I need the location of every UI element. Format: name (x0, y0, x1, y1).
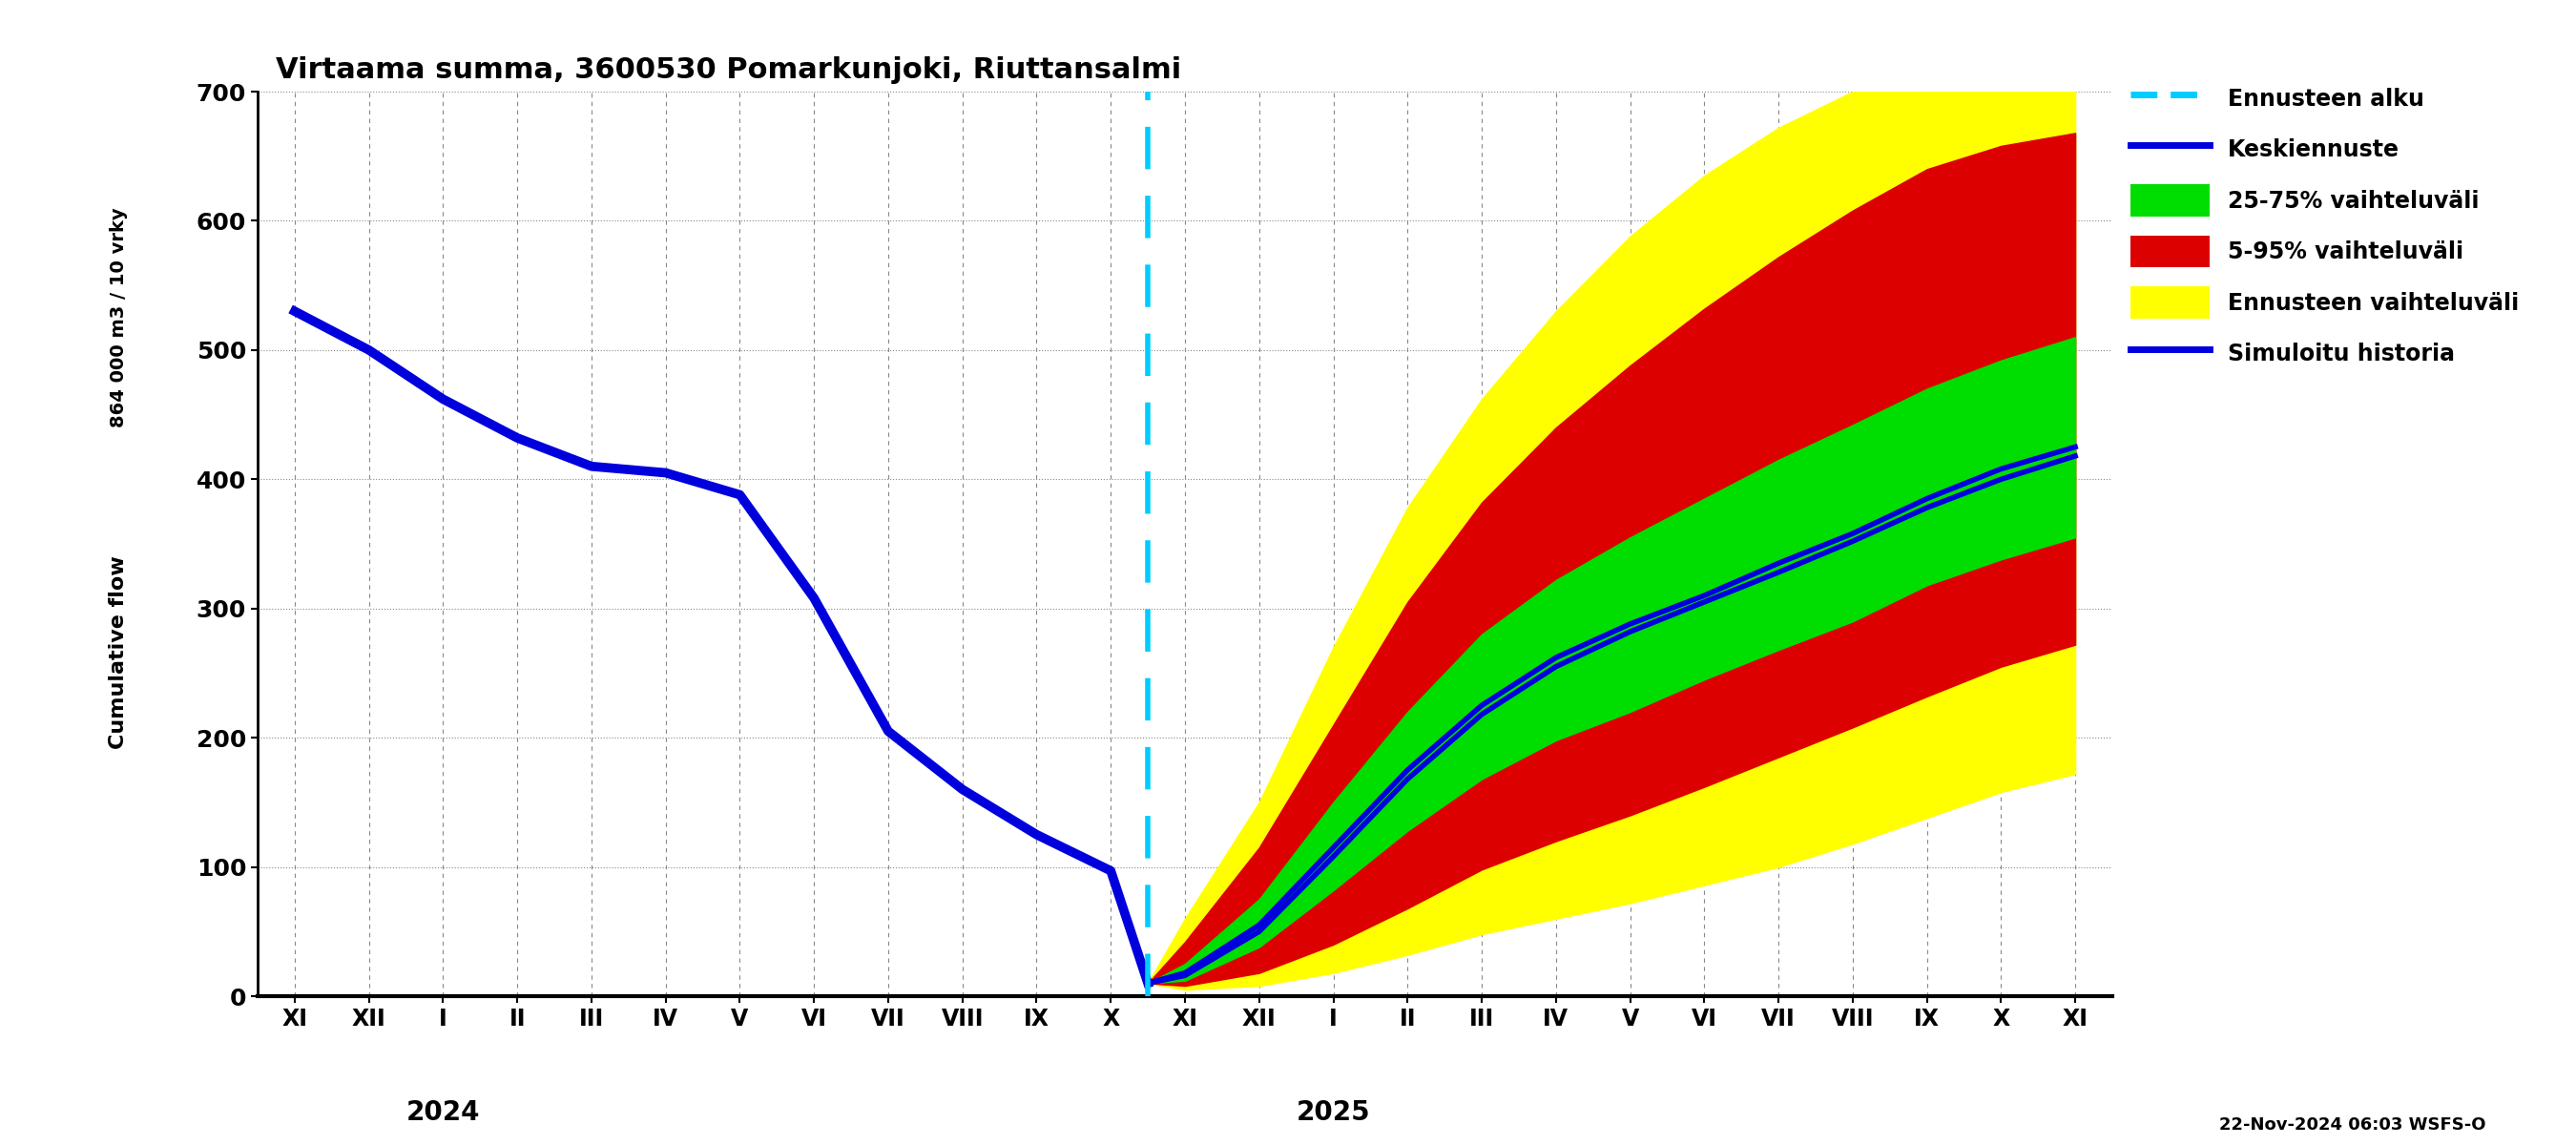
Text: Cumulative flow: Cumulative flow (108, 555, 129, 749)
Text: 2025: 2025 (1296, 1099, 1370, 1127)
Text: 2024: 2024 (407, 1099, 479, 1127)
Text: Virtaama summa, 3600530 Pomarkunjoki, Riuttansalmi: Virtaama summa, 3600530 Pomarkunjoki, Ri… (276, 56, 1182, 84)
Text: 22-Nov-2024 06:03 WSFS-O: 22-Nov-2024 06:03 WSFS-O (2218, 1116, 2486, 1134)
Text: 864 000 m3 / 10 vrky: 864 000 m3 / 10 vrky (108, 207, 129, 428)
Legend: Ennusteen alku, Keskiennuste, 25-75% vaihteluväli, 5-95% vaihteluväli, Ennusteen: Ennusteen alku, Keskiennuste, 25-75% vai… (2123, 73, 2527, 379)
